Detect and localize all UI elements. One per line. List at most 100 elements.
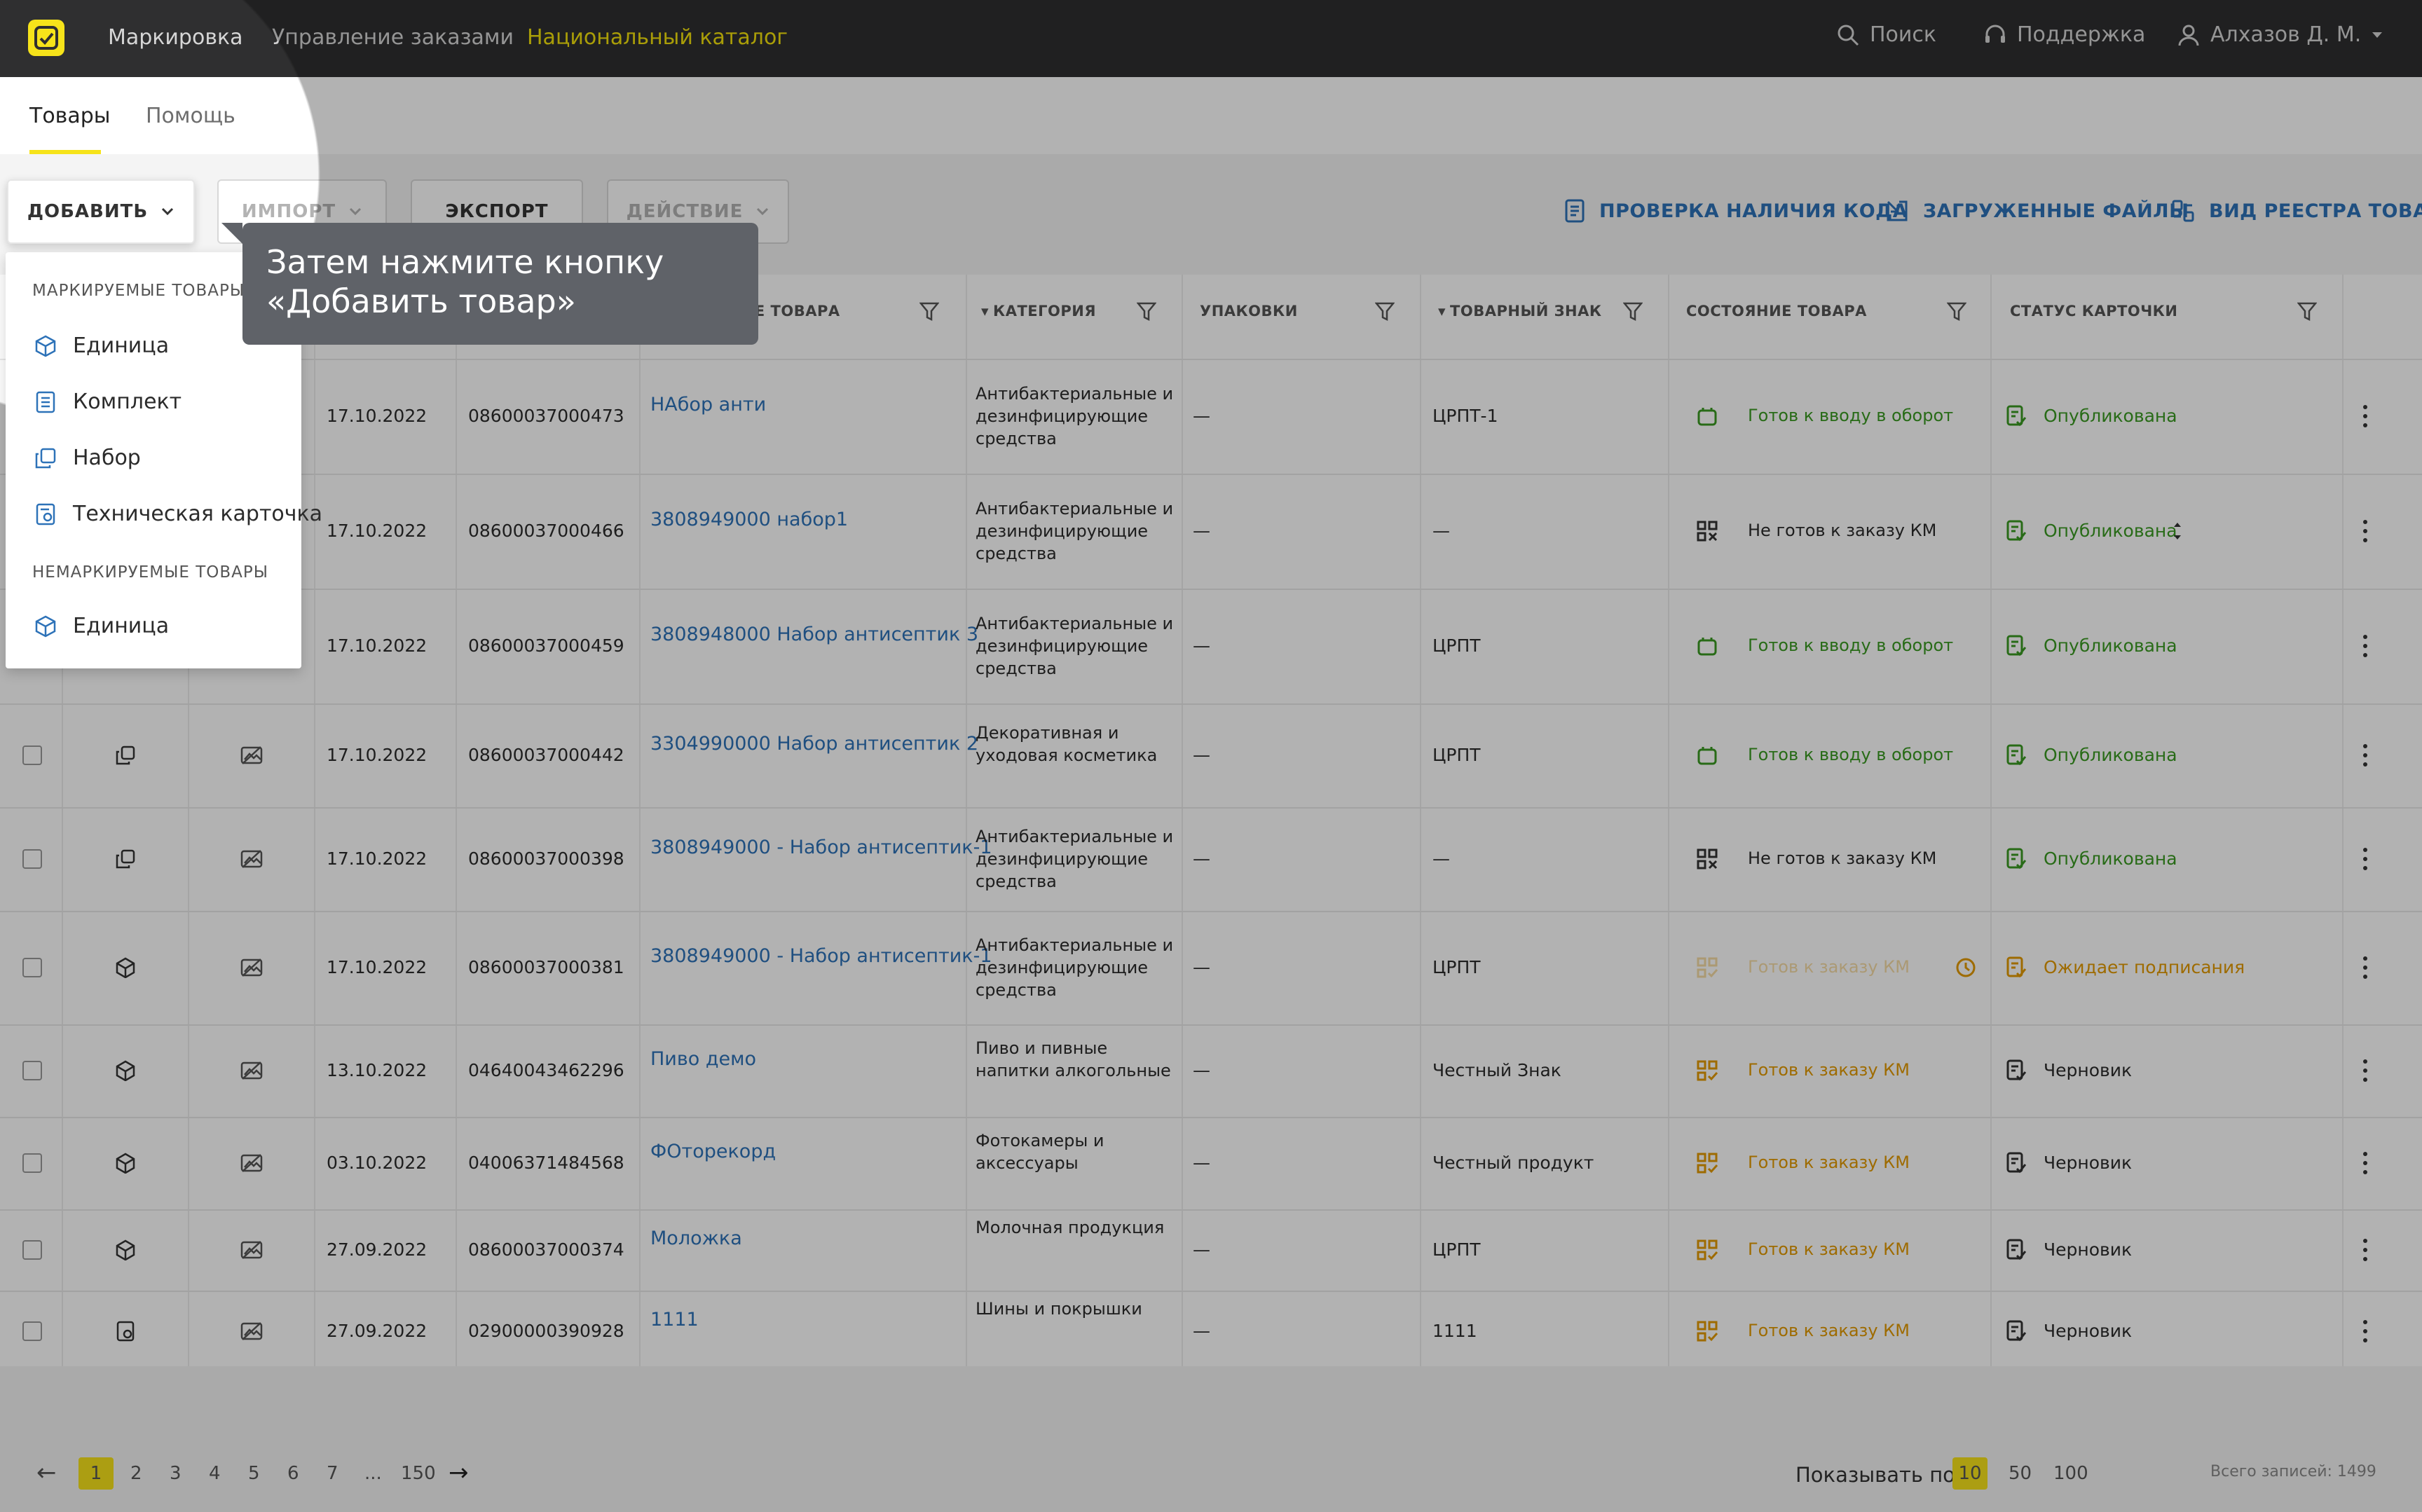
row-menu-kebab-icon[interactable] [2363, 1239, 2367, 1266]
table-row[interactable] [0, 1291, 2422, 1373]
row-checkbox[interactable] [22, 958, 42, 977]
row-menu-kebab-icon[interactable] [2363, 1152, 2367, 1179]
cell-product-name-link[interactable]: Моложка [650, 1228, 742, 1249]
tab-products[interactable]: Товары [29, 104, 111, 128]
page-6[interactable]: 6 [287, 1463, 299, 1484]
row-menu-kebab-icon[interactable] [2363, 635, 2367, 662]
cell-category: Антибактериальные и дезинфицирующие сред… [976, 935, 1174, 1000]
page-2[interactable]: 2 [130, 1463, 142, 1484]
uploaded-files-link[interactable]: ЗАГРУЖЕННЫЕ ФАЙЛЫ [1885, 199, 2189, 223]
search-button[interactable]: Поиск [1836, 22, 1936, 47]
row-checkbox[interactable] [22, 1153, 42, 1173]
prev-page-arrow-icon[interactable]: ← [36, 1459, 57, 1487]
cell-product-name-link[interactable]: ФОторекорд [650, 1141, 776, 1162]
col-header-category[interactable]: ▾ КАТЕГОРИЯ [981, 303, 1096, 319]
page-150[interactable]: 150 [401, 1463, 436, 1484]
cell-product-name-link[interactable]: 3304990000 Набор антисептик 2 [650, 733, 979, 755]
cell-trademark: 1111 [1432, 1321, 1477, 1341]
check-code-link[interactable]: ПРОВЕРКА НАЛИЧИЯ КОДА [1564, 199, 1908, 223]
table-row[interactable] [0, 1024, 2422, 1118]
col-header-card-status[interactable]: СТАТУС КАРТОЧКИ [2010, 303, 2177, 319]
cell-card-status: Опубликована [2044, 635, 2177, 656]
product-type-icon [115, 1321, 136, 1345]
row-menu-kebab-icon[interactable] [2363, 405, 2367, 432]
qr-check-icon [1696, 1239, 1718, 1264]
row-checkbox[interactable] [22, 745, 42, 765]
filter-icon[interactable] [1947, 301, 1966, 322]
add-button[interactable]: ДОБАВИТЬ [7, 179, 195, 244]
col-header-packages[interactable]: УПАКОВКИ [1200, 303, 1298, 319]
nav-orders[interactable]: Управление заказами [272, 25, 514, 50]
filter-icon[interactable] [2297, 301, 2317, 322]
page-3[interactable]: 3 [170, 1463, 182, 1484]
menu-item-label: Набор [73, 446, 141, 470]
page-1[interactable]: 1 [78, 1457, 114, 1490]
nav-marking[interactable]: Маркировка [108, 25, 243, 50]
filter-icon[interactable] [1375, 301, 1395, 322]
nav-national-catalog[interactable]: Национальный каталог [527, 25, 788, 50]
cell-product-name-link[interactable]: 3808949000 - Набор антисептик-1 [650, 945, 992, 967]
cell-product-name-link[interactable]: Пиво демо [650, 1048, 757, 1070]
cell-product-state: Готов к вводу в оборот [1748, 406, 1954, 425]
registry-view-link[interactable]: ВИД РЕЕСТРА ТОВАРОВ [2171, 199, 2422, 223]
cell-product-state: Готов к заказу КМ [1748, 957, 1910, 977]
sort-icon: ▾ [1438, 303, 1446, 319]
cell-date: 17.10.2022 [327, 848, 427, 869]
table-row[interactable] [0, 703, 2422, 809]
table-row[interactable] [0, 589, 2422, 705]
cell-product-name-link[interactable]: 1111 [650, 1309, 699, 1331]
user-menu[interactable]: Алхазов Д. М. [2177, 22, 2383, 47]
logo-icon[interactable] [28, 20, 64, 56]
row-menu-kebab-icon[interactable] [2363, 744, 2367, 771]
tab-help[interactable]: Помощь [146, 104, 235, 128]
menu-item-technical-card[interactable]: Техническая карточка [34, 502, 322, 526]
cell-product-name-link[interactable]: 3808949000 - Набор антисептик-1 [650, 837, 992, 858]
row-menu-kebab-icon[interactable] [2363, 1320, 2367, 1347]
menu-item-unit[interactable]: Единица [34, 334, 169, 358]
cell-trademark: — [1432, 521, 1450, 541]
col-header-state[interactable]: СОСТОЯНИЕ ТОВАРА [1686, 303, 1867, 319]
menu-item-set[interactable]: Набор [34, 446, 141, 470]
page-ellipsis: ... [364, 1463, 382, 1484]
cell-category: Фотокамеры и аксессуары [976, 1131, 1104, 1173]
row-menu-kebab-icon[interactable] [2363, 956, 2367, 984]
cell-trademark: Честный Знак [1432, 1060, 1561, 1080]
page-4[interactable]: 4 [209, 1463, 221, 1484]
table-row[interactable] [0, 359, 2422, 475]
page-5[interactable]: 5 [248, 1463, 260, 1484]
cell-packages: — [1193, 1060, 1210, 1080]
table-row[interactable] [0, 807, 2422, 912]
row-menu-kebab-icon[interactable] [2363, 520, 2367, 547]
row-checkbox[interactable] [22, 849, 42, 869]
row-checkbox[interactable] [22, 1321, 42, 1341]
page-size-10[interactable]: 10 [1952, 1457, 1987, 1490]
row-menu-kebab-icon[interactable] [2363, 848, 2367, 875]
page-size-50[interactable]: 50 [2009, 1463, 2032, 1484]
col-header-trademark[interactable]: ▾ ТОВАРНЫЙ ЗНАК [1438, 303, 1602, 319]
qr-cross-icon [1696, 848, 1718, 873]
filter-icon[interactable] [919, 301, 939, 322]
cell-product-name-link[interactable]: 3808949000 набор1 [650, 509, 849, 530]
table-row[interactable] [0, 1209, 2422, 1292]
filter-icon[interactable] [1137, 301, 1156, 322]
menu-item-unmarked-unit[interactable]: Единица [34, 614, 169, 638]
search-icon [1838, 25, 1859, 46]
page-size-100[interactable]: 100 [2053, 1463, 2088, 1484]
row-menu-kebab-icon[interactable] [2363, 1059, 2367, 1087]
cell-product-name-link[interactable]: 3808948000 Набор антисептик 3 [650, 624, 979, 645]
row-checkbox[interactable] [22, 1240, 42, 1260]
table-row[interactable] [0, 474, 2422, 590]
table-row[interactable] [0, 911, 2422, 1026]
cell-product-name-link[interactable]: НАбор анти [650, 394, 767, 415]
table-row[interactable] [0, 1117, 2422, 1211]
cell-date: 13.10.2022 [327, 1060, 427, 1080]
active-tab-indicator [29, 150, 101, 154]
cell-trademark: — [1432, 848, 1450, 869]
page-7[interactable]: 7 [327, 1463, 338, 1484]
no-image-icon [240, 1320, 264, 1345]
next-page-arrow-icon[interactable]: → [449, 1459, 469, 1487]
menu-item-kit[interactable]: Комплект [34, 390, 182, 414]
support-button[interactable]: Поддержка [1983, 22, 2145, 47]
filter-icon[interactable] [1623, 301, 1643, 322]
row-checkbox[interactable] [22, 1061, 42, 1080]
